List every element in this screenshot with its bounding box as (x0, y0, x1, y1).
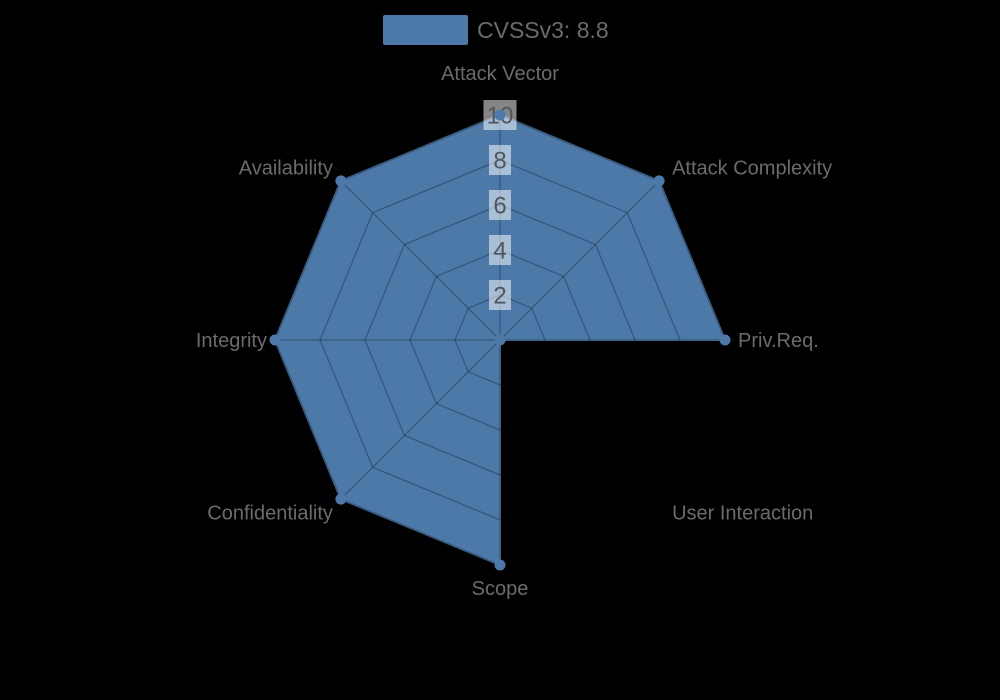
axis-label-integrity: Integrity (196, 330, 267, 352)
data-point-confidentiality[interactable] (335, 493, 347, 505)
data-point-scope[interactable] (494, 559, 506, 571)
data-point-attack-vector[interactable] (494, 109, 506, 121)
series-markers (269, 109, 731, 571)
axis-label-attack-vector: Attack Vector (441, 63, 559, 85)
grid-ring (409, 249, 591, 431)
tick-label: 4 (493, 238, 506, 265)
legend-item-cvssv3[interactable]: CVSSv3: 8.8 (383, 15, 609, 45)
axis-labels: Attack Vector Attack Complexity Priv.Req. U… (196, 63, 832, 600)
grid-ring (364, 204, 636, 476)
axis-label-user-interaction: User Interaction (672, 503, 813, 525)
axis-label-priv-req: Priv.Req. (738, 330, 819, 352)
data-point-availability[interactable] (335, 175, 347, 187)
grid-spoke (499, 180, 660, 341)
grid-spoke (340, 339, 501, 500)
tick-label-box (489, 190, 511, 220)
legend-label[interactable]: CVSSv3: 8.8 (477, 17, 609, 43)
axis-label-availability: Availability (239, 158, 333, 180)
legend-swatch[interactable] (383, 15, 468, 45)
data-point-integrity[interactable] (269, 334, 281, 346)
axis-label-confidentiality: Confidentiality (207, 503, 333, 525)
data-point-user-interaction[interactable] (494, 334, 506, 346)
axis-label-scope: Scope (472, 578, 529, 600)
grid-ring (454, 294, 546, 386)
grid-spoke (340, 180, 501, 341)
axis-label-attack-complexity: Attack Complexity (672, 158, 832, 180)
tick-label: 6 (493, 193, 506, 220)
grid-spoke (499, 339, 660, 500)
data-point-priv-req[interactable] (719, 334, 731, 346)
tick-label-box (489, 280, 511, 310)
radial-tick-labels: 246810 (483, 100, 517, 310)
tick-label-box (489, 235, 511, 265)
tick-label: 2 (493, 283, 506, 310)
tick-label: 8 (493, 148, 506, 175)
tick-label-box (489, 145, 511, 175)
data-point-attack-complexity[interactable] (653, 175, 665, 187)
grid-ring (319, 159, 681, 521)
